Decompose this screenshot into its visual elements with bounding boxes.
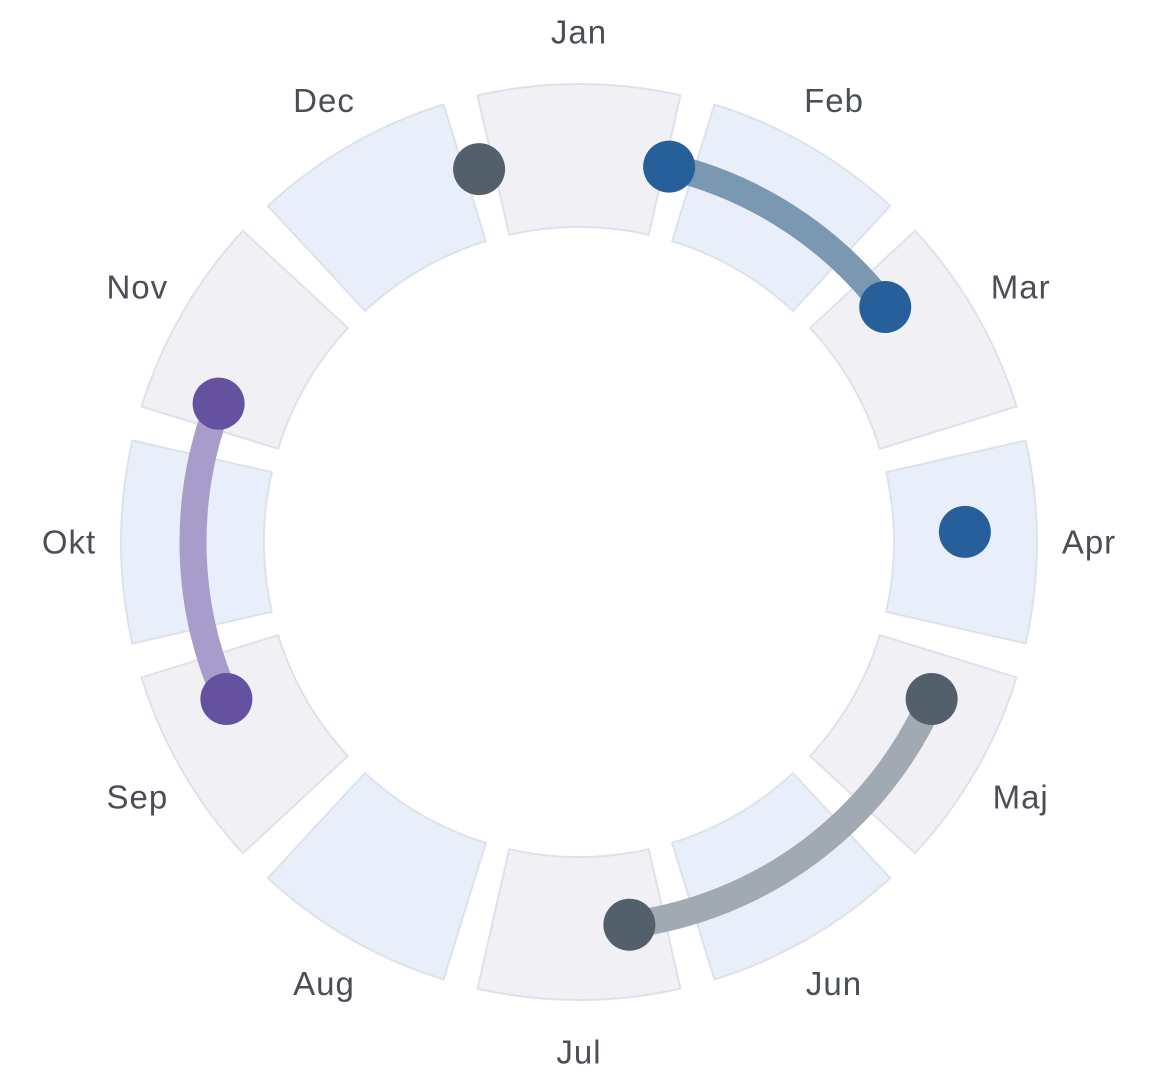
range-slate-start-marker[interactable] (905, 673, 958, 726)
range-purple-end-marker[interactable] (192, 377, 245, 430)
month-label-jun: Jun (806, 965, 862, 1002)
month-label-jul: Jul (556, 1034, 601, 1071)
point-slate-marker[interactable] (453, 143, 506, 196)
month-label-feb: Feb (804, 82, 864, 119)
range-blue-track (665, 153, 896, 316)
range-blue-end-marker[interactable] (859, 281, 912, 334)
month-label-apr: Apr (1062, 524, 1116, 561)
point-blue-marker[interactable] (938, 505, 991, 558)
range-markers (192, 140, 991, 951)
month-label-sep: Sep (106, 779, 168, 816)
range-tracks (179, 153, 944, 939)
month-label-maj: Maj (993, 779, 1049, 816)
month-segment-sep[interactable] (140, 634, 349, 855)
month-label-aug: Aug (293, 965, 355, 1002)
month-labels: Jan Feb Mar Apr Maj Jun Jul Aug Sep Okt Nov Dec (42, 14, 1116, 1071)
month-segment-jan[interactable] (476, 83, 682, 236)
range-purple-start-marker[interactable] (200, 673, 253, 726)
month-label-mar: Mar (991, 269, 1051, 306)
month-segment-jul[interactable] (476, 848, 682, 1001)
month-label-jan: Jan (551, 14, 607, 51)
month-segment-nov[interactable] (140, 229, 349, 450)
range-purple-track (179, 398, 239, 705)
month-segment-aug[interactable] (266, 772, 487, 981)
month-segments (120, 83, 1039, 1001)
month-label-dec: Dec (293, 82, 355, 119)
range-slate-track (627, 693, 944, 939)
range-slate-end-marker[interactable] (603, 898, 656, 951)
range-blue-start-marker[interactable] (643, 140, 696, 193)
month-label-okt: Okt (42, 524, 96, 561)
month-label-nov: Nov (106, 269, 168, 306)
month-segment-dec[interactable] (266, 103, 487, 312)
